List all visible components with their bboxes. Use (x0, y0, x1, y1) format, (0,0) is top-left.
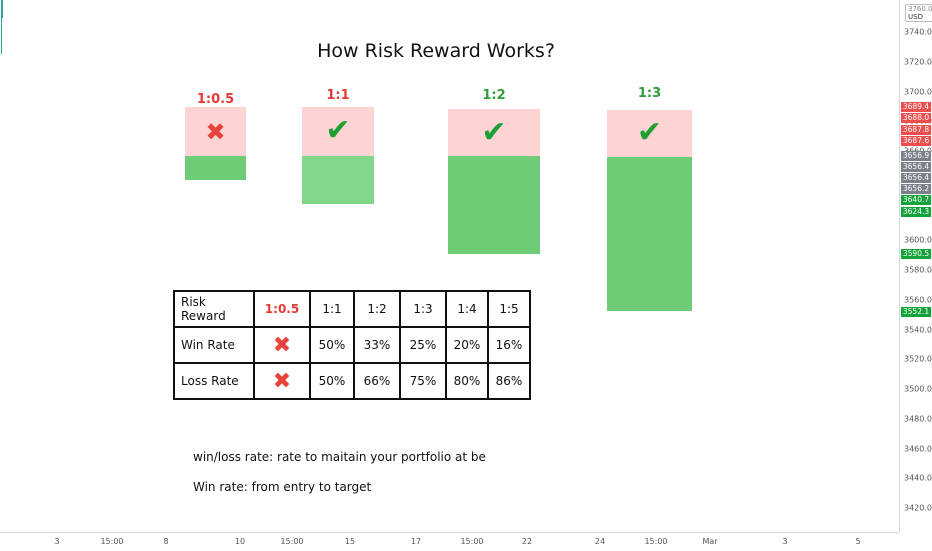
time-tick: 10 (234, 537, 246, 546)
currency-badge[interactable]: 3760.0 USD (905, 4, 932, 22)
risk-reward-table: Risk Reward 1:0.5 1:1 1:2 1:3 1:4 1:5 Wi… (173, 290, 531, 400)
ratio-label: 1:2 (482, 88, 506, 103)
table-header-row: Risk Reward 1:0.5 1:1 1:2 1:3 1:4 1:5 (173, 290, 531, 328)
price-tick: 3520.0 (904, 354, 932, 364)
price-tick: 3740.0 (904, 27, 932, 37)
price-tick: 3480.0 (904, 414, 932, 424)
table-header-cell: 1:0.5 (253, 290, 311, 328)
ratio-label: 1:3 (637, 86, 662, 101)
table-cell: 16% (487, 326, 531, 364)
check-icon: ✔ (481, 114, 507, 150)
currency-top-price: 3760.0 (908, 5, 932, 13)
table-row: Loss Rate ✖ 50% 66% 75% 80% 86% (173, 362, 531, 400)
table-cell: 20% (445, 326, 489, 364)
candle-body (1, 0, 3, 18)
time-tick: 3 (54, 537, 60, 546)
price-tick: 3540.0 (904, 325, 932, 334)
candle-wick (1, 18, 2, 54)
cross-icon: ✖ (253, 326, 311, 364)
price-label: 3687.6 (901, 136, 931, 146)
table-header-cell: 1:3 (399, 290, 447, 328)
price-tick: 3500.0 (904, 384, 932, 394)
price-label: 3689.4 (901, 102, 931, 112)
time-tick: 15:00 (644, 537, 668, 546)
time-tick: 22 (521, 537, 533, 546)
ratio-label: 1:1 (326, 88, 350, 103)
time-axis[interactable]: 3 15:00 8 10 15:00 15 17 15:00 22 24 15:00 Mar 3 5 (0, 532, 899, 551)
table-cell: 25% (399, 326, 447, 364)
time-tick: 5 (855, 537, 861, 546)
risk-zone[interactable] (448, 109, 540, 157)
price-tick: 3600.0 (904, 235, 932, 245)
table-cell: 80% (445, 362, 489, 400)
table-header-cell: 1:2 (353, 290, 401, 328)
ratio-label: 1:0.5 (196, 92, 235, 107)
price-label: 3687.8 (901, 125, 931, 135)
time-tick: 8 (163, 537, 169, 546)
risk-zone[interactable] (185, 107, 246, 157)
table-row: Win Rate ✖ 50% 33% 25% 20% 16% (173, 326, 531, 364)
risk-zone[interactable] (607, 109, 692, 157)
price-label: 3656.4 (901, 162, 931, 172)
table-header-cell: Risk Reward (173, 290, 255, 328)
cross-icon: ✖ (253, 362, 311, 400)
price-tick: 3420.0 (904, 503, 932, 513)
table-cell: 86% (487, 362, 531, 400)
price-label: 3656.9 (901, 151, 931, 161)
note-win-loss: win/loss rate: rate to maitain your port… (193, 450, 486, 464)
time-tick: 15:00 (460, 537, 484, 546)
table-cell: 50% (309, 362, 355, 400)
table-cell: 75% (399, 362, 447, 400)
price-label: 3640.7 (901, 195, 931, 205)
time-tick: 15 (344, 537, 356, 546)
price-axis[interactable]: 3760.0 USD 3740.03720.03700.03680.03660.… (899, 0, 932, 532)
table-header-cell: 1:5 (487, 290, 531, 328)
chart-title: How Risk Reward Works? (317, 40, 555, 62)
table-row-label: Loss Rate (173, 362, 255, 400)
reward-zone[interactable] (448, 156, 540, 255)
note-win-rate: Win rate: from entry to target (193, 480, 372, 494)
time-tick: 15:00 (100, 537, 124, 546)
price-tick: 3700.0 (904, 87, 932, 96)
table-header-cell: 1:1 (309, 290, 355, 328)
check-icon: ✔ (636, 115, 663, 151)
price-label: 3656.4 (901, 173, 931, 183)
price-tick: 3460.0 (904, 444, 932, 453)
price-tick: 3560.0 (904, 295, 932, 305)
price-label: 3688.0 (901, 113, 931, 123)
check-icon: ✔ (325, 113, 351, 149)
price-label: 3552.1 (901, 307, 931, 317)
reward-zone[interactable] (607, 156, 692, 312)
time-tick: 24 (594, 537, 606, 546)
price-label: 3590.5 (901, 249, 931, 259)
reward-zone[interactable] (302, 155, 374, 205)
table-row-label: Win Rate (173, 326, 255, 364)
table-cell: 66% (353, 362, 401, 400)
time-tick: 15:00 (280, 537, 304, 546)
time-tick: Mar (702, 537, 718, 546)
price-tick: 3720.0 (904, 57, 932, 67)
risk-zone[interactable] (302, 107, 374, 156)
price-tick: 3440.0 (904, 473, 932, 483)
currency-label: USD (908, 13, 923, 21)
table-cell: 33% (353, 326, 401, 364)
price-label: 3624.3 (901, 207, 931, 217)
table-cell: 50% (309, 326, 355, 364)
table-header-cell: 1:4 (445, 290, 489, 328)
time-tick: 17 (410, 537, 422, 546)
price-label: 3656.2 (901, 184, 931, 194)
reward-zone[interactable] (185, 156, 246, 180)
cross-icon: ✖ (205, 117, 226, 146)
price-tick: 3580.0 (904, 265, 932, 275)
time-tick: 3 (782, 537, 788, 546)
